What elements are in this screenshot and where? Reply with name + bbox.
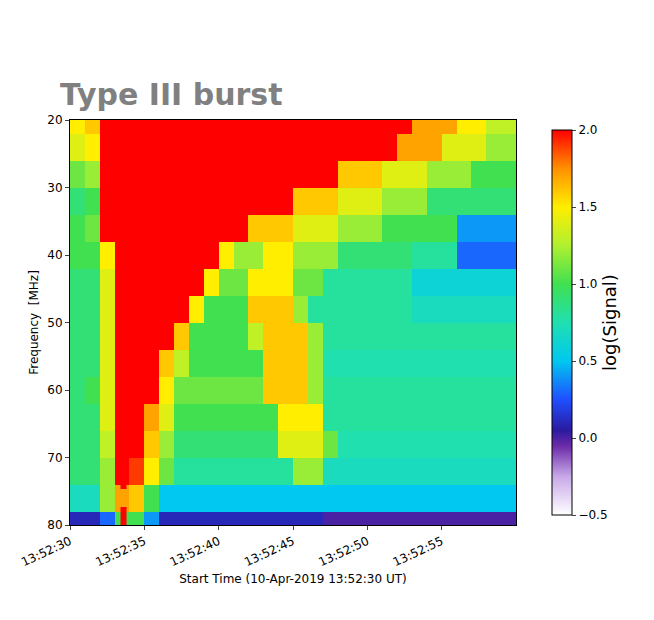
svg-text:30: 30: [47, 181, 62, 195]
svg-text:13:52:50: 13:52:50: [316, 534, 371, 569]
svg-text:13:52:40: 13:52:40: [168, 534, 223, 569]
svg-text:60: 60: [47, 383, 62, 397]
svg-text:20: 20: [47, 113, 62, 127]
svg-text:log(Signal): log(Signal): [599, 274, 620, 371]
svg-text:Start Time (10-Apr-2019 13:52:: Start Time (10-Apr-2019 13:52:30 UT): [179, 572, 407, 586]
svg-text:13:52:45: 13:52:45: [242, 534, 297, 569]
svg-text:Frequency [MHz]: Frequency [MHz]: [27, 270, 41, 375]
svg-text:13:52:55: 13:52:55: [391, 534, 446, 569]
svg-text:80: 80: [47, 518, 62, 532]
svg-text:0.0: 0.0: [578, 431, 597, 445]
svg-text:13:52:35: 13:52:35: [93, 534, 148, 569]
svg-text:2.0: 2.0: [578, 123, 597, 137]
svg-text:1.0: 1.0: [578, 277, 597, 291]
svg-text:−0.5: −0.5: [578, 508, 607, 522]
svg-text:0.5: 0.5: [578, 354, 597, 368]
svg-text:70: 70: [47, 451, 62, 465]
svg-text:1.5: 1.5: [578, 200, 597, 214]
svg-text:Type III burst: Type III burst: [60, 77, 282, 112]
svg-text:13:52:30: 13:52:30: [19, 534, 74, 569]
svg-text:40: 40: [47, 248, 62, 262]
svg-text:50: 50: [47, 316, 62, 330]
